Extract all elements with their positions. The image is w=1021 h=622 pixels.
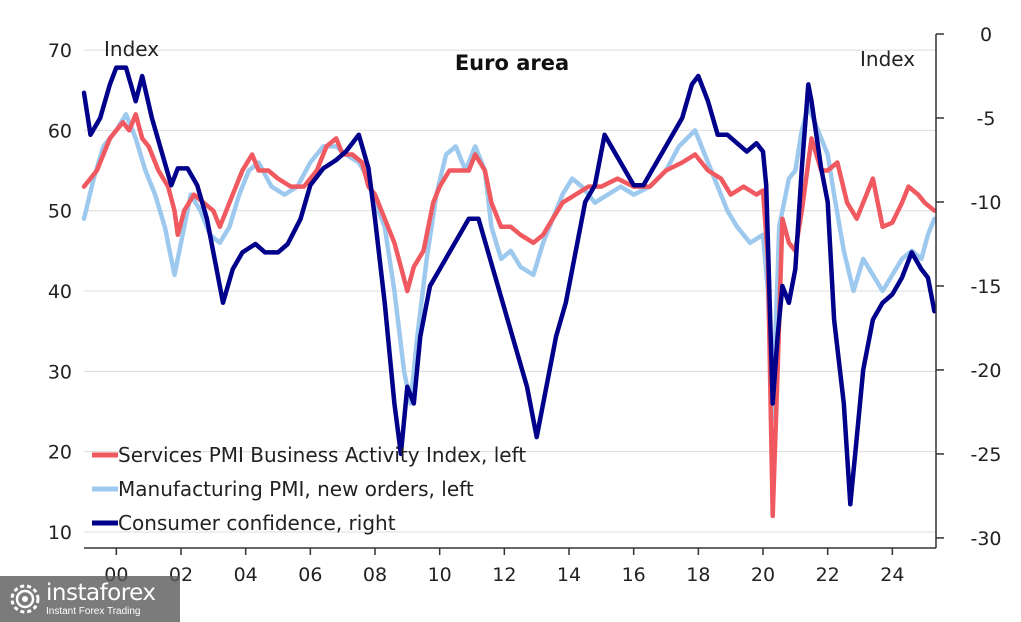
x-tick-label: 12	[492, 564, 516, 586]
left-tick-label: 30	[48, 361, 72, 383]
right-tick-label: -30	[970, 528, 1001, 550]
right-tick-label: -20	[970, 360, 1001, 382]
right-tick-label: -5	[977, 108, 996, 130]
legend-label-consumer: Consumer confidence, right	[118, 511, 396, 535]
legend: Services PMI Business Activity Index, le…	[92, 443, 526, 535]
left-tick-label: 20	[48, 442, 72, 464]
services-pmi-line	[81, 112, 937, 519]
x-tick-label: 16	[622, 564, 646, 586]
axes	[84, 34, 937, 549]
left-tick-label: 70	[48, 40, 72, 62]
left-axis-label: Index	[104, 37, 159, 61]
x-tick-label: 20	[751, 564, 775, 586]
x-tick-label: 14	[557, 564, 581, 586]
right-tick-label: -10	[970, 192, 1001, 214]
right-axis-label: Index	[860, 47, 915, 71]
logo-tagline: Instant Forex Trading	[46, 605, 141, 617]
manufacturing-pmi-line	[81, 104, 937, 422]
logo-name: instaforex	[46, 579, 156, 606]
gear-logo-icon	[10, 584, 40, 614]
right-tick-label: 0	[980, 24, 992, 46]
left-tick-label: 60	[48, 120, 72, 142]
legend-label-services: Services PMI Business Activity Index, le…	[118, 443, 526, 467]
left-tick-label: 40	[48, 281, 72, 303]
x-axis-ticks: 00 02 04 06 08 10 12 14 16 18 20 22 24	[104, 548, 904, 586]
x-tick-label: 24	[880, 564, 904, 586]
right-tick-label: -15	[970, 276, 1001, 298]
x-tick-label: 10	[428, 564, 452, 586]
x-tick-label: 06	[298, 564, 322, 586]
right-axis-ticks: 0 -5 -10 -15 -20 -25 -30	[936, 24, 1002, 550]
x-tick-label: 18	[686, 564, 710, 586]
legend-label-manufacturing: Manufacturing PMI, new orders, left	[118, 477, 474, 501]
instaforex-logo: instaforex Instant Forex Trading	[0, 576, 180, 622]
left-tick-label: 10	[48, 522, 72, 544]
right-tick-label: -25	[970, 444, 1001, 466]
consumer-confidence-line	[81, 65, 937, 507]
left-axis-ticks: 10 20 30 40 50 60 70	[48, 40, 72, 544]
x-tick-label: 04	[234, 564, 258, 586]
x-tick-label: 22	[816, 564, 840, 586]
plot-series	[81, 65, 937, 519]
chart-title: Euro area	[455, 51, 569, 75]
x-tick-label: 08	[363, 564, 387, 586]
left-tick-label: 50	[48, 201, 72, 223]
